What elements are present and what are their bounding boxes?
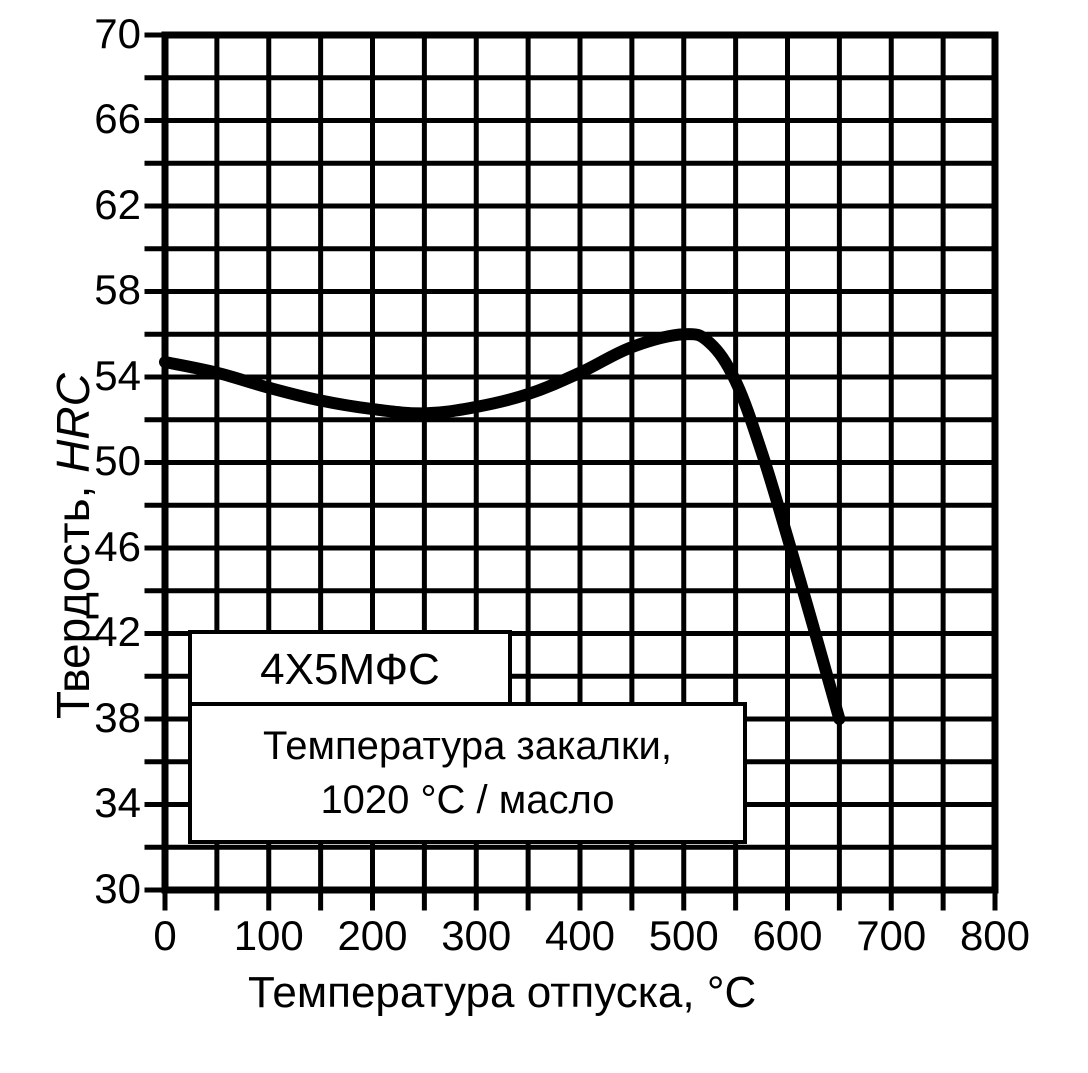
legend-condition-box: Температура закалки, 1020 °C / масло	[190, 704, 745, 842]
y-tick-label: 30	[61, 865, 141, 913]
legend-condition-line1: Температура закалки,	[190, 719, 745, 773]
legend-condition-line2: 1020 °C / масло	[190, 773, 745, 827]
legend-material-box: 4Х5МФС	[190, 632, 510, 708]
legend-material-label: 4Х5МФС	[190, 645, 510, 695]
y-tick-label: 58	[61, 266, 141, 314]
y-axis-label-text: Твердость,	[47, 486, 99, 719]
y-tick-label: 70	[61, 10, 141, 58]
y-tick-label: 50	[61, 437, 141, 485]
x-tick-label: 800	[945, 912, 1045, 960]
x-tick-label: 200	[323, 912, 423, 960]
x-tick-label: 700	[841, 912, 941, 960]
y-tick-label: 62	[61, 181, 141, 229]
x-tick-label: 100	[219, 912, 319, 960]
x-tick-label: 600	[738, 912, 838, 960]
y-tick-label: 54	[61, 352, 141, 400]
x-tick-label: 500	[634, 912, 734, 960]
y-tick-label: 34	[61, 779, 141, 827]
x-tick-label: 0	[115, 912, 215, 960]
y-tick-label: 42	[61, 608, 141, 656]
x-axis-label: Температура отпуска, °C	[248, 968, 756, 1018]
y-tick-label: 46	[61, 523, 141, 571]
hardness-vs-tempering-chart: Твердость, HRC Температура отпуска, °C 4…	[0, 0, 1088, 1073]
y-tick-label: 66	[61, 95, 141, 143]
x-tick-label: 300	[426, 912, 526, 960]
x-tick-label: 400	[530, 912, 630, 960]
y-tick-label: 38	[61, 694, 141, 742]
